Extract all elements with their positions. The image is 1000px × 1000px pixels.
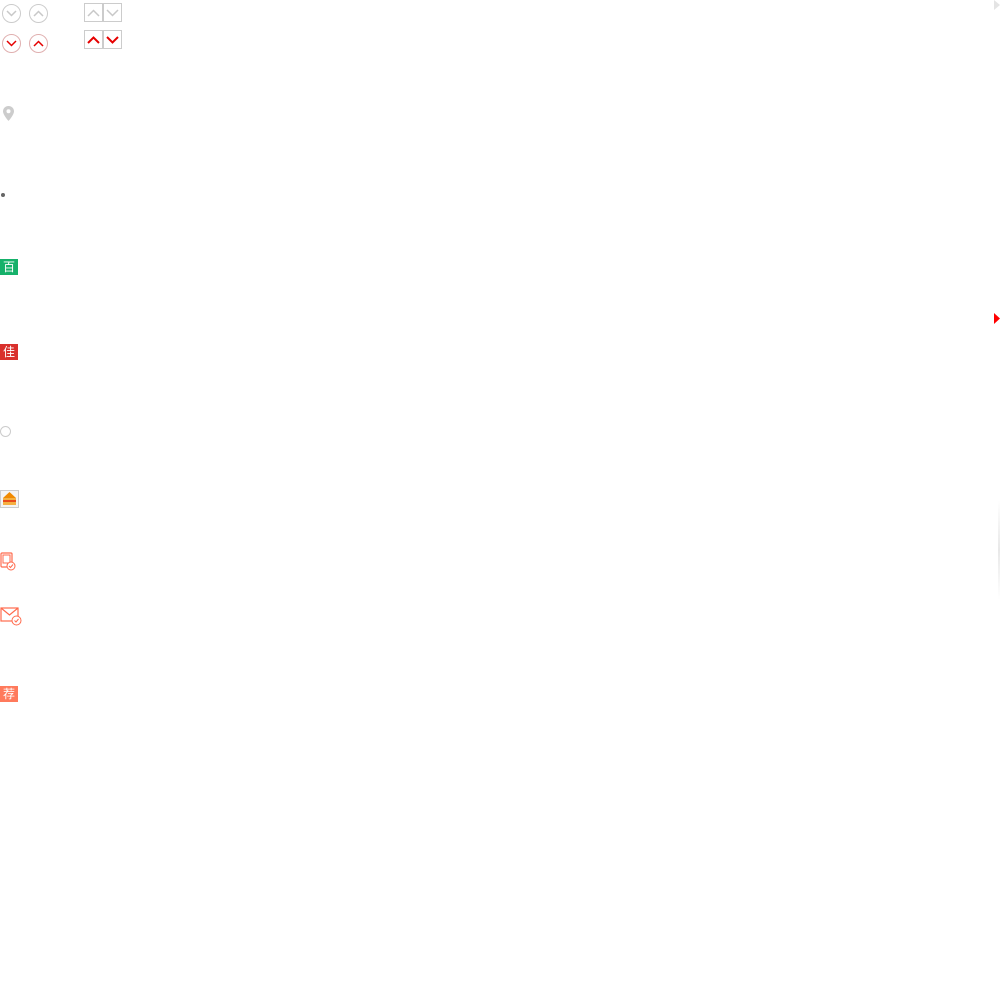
chevron-up-icon bbox=[33, 40, 44, 47]
chevron-down-circle-button[interactable] bbox=[2, 4, 21, 23]
chevron-down-icon bbox=[6, 10, 17, 17]
triangle-right-red-icon bbox=[994, 313, 1000, 324]
location-pin-icon bbox=[3, 106, 14, 121]
mail-verified-icon bbox=[0, 607, 22, 626]
chevron-down-circle-red-button[interactable] bbox=[2, 34, 21, 53]
shadow-edge bbox=[998, 500, 1000, 600]
triangle-right-gray-icon bbox=[994, 0, 1000, 10]
chevron-down-icon bbox=[6, 40, 17, 47]
chevron-up-circle-button[interactable] bbox=[29, 4, 48, 23]
store-icon bbox=[0, 490, 19, 508]
chevron-up-icon bbox=[87, 8, 100, 17]
chevron-down-square-red-button[interactable] bbox=[103, 30, 122, 49]
jia-badge: 佳 bbox=[0, 344, 18, 360]
chevron-down-icon bbox=[106, 35, 119, 44]
chevron-up-square-button[interactable] bbox=[84, 3, 103, 22]
bai-badge: 百 bbox=[0, 259, 18, 275]
jian-badge: 荐 bbox=[0, 686, 18, 702]
radio-empty-icon bbox=[0, 426, 11, 437]
chevron-up-icon bbox=[33, 10, 44, 17]
phone-verified-icon bbox=[0, 552, 16, 571]
bullet-dot-icon bbox=[1, 193, 5, 197]
chevron-down-icon bbox=[106, 8, 119, 17]
chevron-up-square-red-button[interactable] bbox=[84, 30, 103, 49]
chevron-up-circle-red-button[interactable] bbox=[29, 34, 48, 53]
chevron-up-icon bbox=[87, 35, 100, 44]
chevron-down-square-button[interactable] bbox=[103, 3, 122, 22]
